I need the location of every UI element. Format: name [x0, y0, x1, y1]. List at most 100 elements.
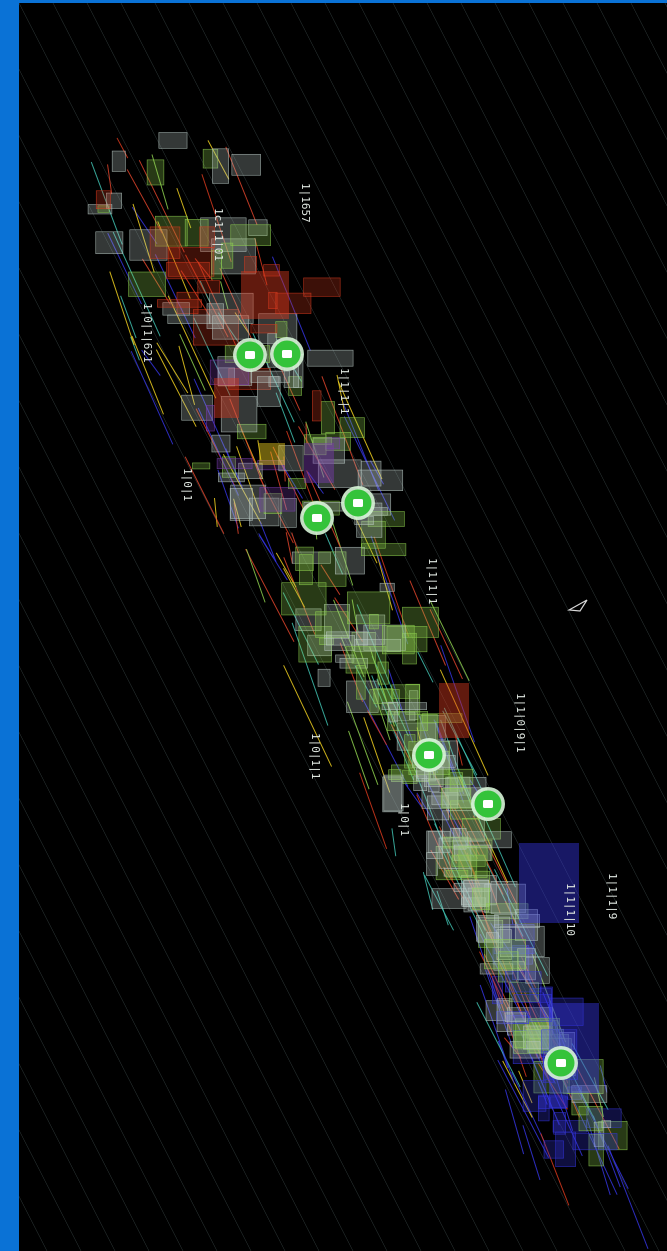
- track-line: [359, 772, 388, 850]
- building-block: [505, 971, 542, 993]
- track-line: [291, 622, 329, 726]
- track-line: [527, 1020, 551, 1084]
- camera-marker-m4[interactable]: [300, 501, 334, 535]
- building-block: [548, 997, 584, 1026]
- building-block: [303, 277, 341, 297]
- building-block: [522, 1080, 547, 1112]
- building-block: [421, 713, 463, 723]
- building-block: [97, 205, 110, 213]
- track-line: [391, 828, 397, 857]
- track-line: [599, 1065, 608, 1093]
- building-block: [485, 1000, 510, 1021]
- track-line: [494, 869, 549, 977]
- highlight-patch: [259, 443, 285, 465]
- track-line: [571, 1043, 609, 1110]
- grid-line: [630, 3, 667, 74]
- camera-marker-m7[interactable]: [544, 1046, 578, 1080]
- track-line: [131, 335, 164, 415]
- building-block: [299, 554, 313, 586]
- building-block: [527, 1018, 560, 1054]
- track-line: [522, 1125, 541, 1181]
- track-line: [307, 472, 324, 494]
- building-block: [369, 613, 379, 630]
- camera-marker-m2[interactable]: [270, 337, 304, 371]
- grid-line: [154, 3, 667, 1002]
- building-block: [496, 998, 513, 1032]
- building-block: [202, 148, 219, 169]
- building-block: [445, 869, 469, 878]
- grid-line: [324, 3, 667, 671]
- track-line: [369, 646, 395, 727]
- building-block: [525, 957, 550, 984]
- building-block: [431, 792, 459, 806]
- track-line: [141, 349, 161, 376]
- building-block: [517, 948, 536, 981]
- building-block: [154, 215, 188, 247]
- building-block: [345, 646, 387, 674]
- track-line: [440, 645, 475, 743]
- track-line: [502, 1060, 533, 1118]
- track-line: [258, 476, 294, 544]
- map-viewport[interactable]: 1|1657 1c1|1|01 1|0|1|621 1|1|1|1 1|0|1 …: [19, 3, 667, 1251]
- building-block: [543, 1140, 564, 1159]
- track-line: [334, 597, 364, 642]
- track-line: [176, 187, 192, 229]
- building-block: [199, 226, 215, 248]
- building-block: [405, 683, 421, 715]
- track-line: [157, 221, 191, 299]
- building-block: [513, 1031, 526, 1048]
- grid-line: [19, 333, 490, 1251]
- track-line: [112, 231, 161, 337]
- track-line: [530, 1056, 560, 1126]
- grid-line: [19, 930, 184, 1251]
- track-line: [444, 748, 465, 803]
- track-line: [207, 140, 230, 180]
- building-block: [248, 219, 268, 236]
- track-line: [324, 533, 344, 575]
- highlight-patch: [241, 271, 289, 319]
- track-line: [225, 146, 258, 225]
- camera-marker-m6[interactable]: [471, 787, 505, 821]
- grid-line: [528, 3, 667, 273]
- grid-line: [19, 665, 320, 1251]
- building-block: [346, 680, 379, 713]
- building-block: [514, 909, 538, 941]
- map-label: 1|1|1|1: [338, 368, 351, 414]
- map-label: 1|1|1|10: [564, 883, 577, 936]
- track-line: [476, 1002, 521, 1088]
- map-label: 1|0|1: [398, 803, 411, 836]
- building-block: [250, 324, 278, 334]
- building-block: [318, 551, 347, 587]
- map-label: 1|1|1|9: [606, 873, 619, 919]
- building-block: [440, 788, 472, 809]
- building-block: [158, 132, 188, 149]
- track-line: [109, 271, 135, 346]
- building-block: [339, 417, 365, 438]
- grid-line: [460, 3, 667, 406]
- track-line: [126, 169, 163, 234]
- building-block: [257, 376, 281, 407]
- building-block: [275, 321, 288, 338]
- camera-marker-m3[interactable]: [341, 486, 375, 520]
- building-block: [601, 1120, 612, 1129]
- map-canvas[interactable]: 1|1657 1c1|1|01 1|0|1|621 1|1|1|1 1|0|1 …: [19, 3, 667, 1251]
- building-block: [87, 204, 113, 215]
- building-block: [95, 231, 124, 255]
- track-line: [321, 376, 364, 486]
- route-tracks: [90, 137, 649, 1249]
- track-line: [436, 890, 449, 926]
- camera-marker-m1[interactable]: [233, 338, 267, 372]
- track-line: [283, 568, 306, 608]
- grid-line: [19, 864, 218, 1251]
- track-line: [416, 794, 454, 881]
- building-block: [538, 1094, 566, 1109]
- track-line: [445, 808, 481, 886]
- building-block: [504, 1012, 527, 1023]
- building-block: [280, 498, 297, 528]
- building-block: [361, 543, 407, 557]
- camera-marker-m5[interactable]: [412, 738, 446, 772]
- building-block: [347, 591, 391, 625]
- building-block: [388, 701, 398, 723]
- building-block: [549, 1093, 567, 1108]
- track-line: [184, 456, 225, 534]
